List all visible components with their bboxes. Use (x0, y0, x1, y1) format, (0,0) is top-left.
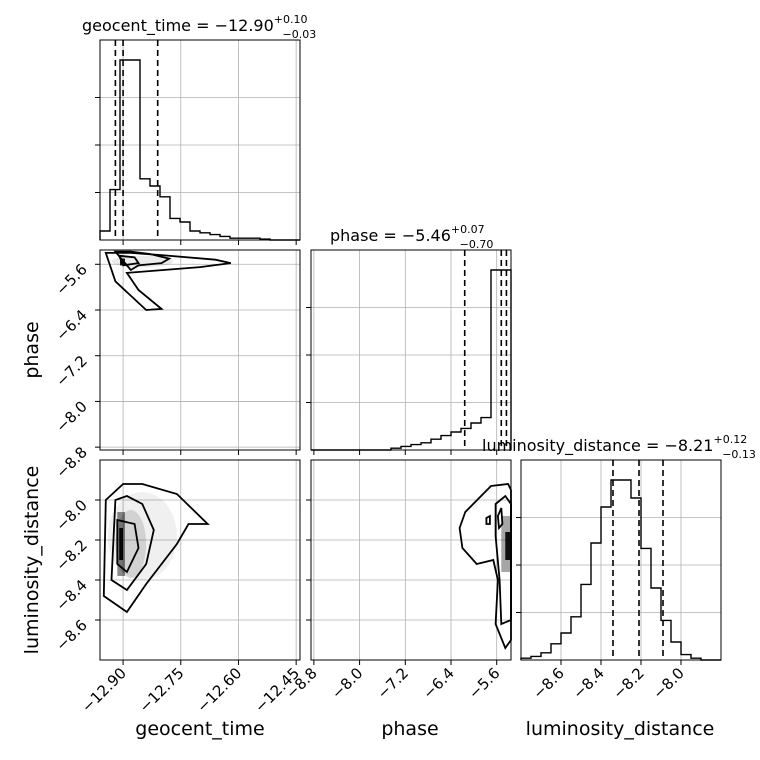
corner-plot: −12.90 −12.75 −12.60 −12.45−8.8 −8.0 −7.2 −6.4… (21, 13, 756, 740)
